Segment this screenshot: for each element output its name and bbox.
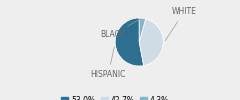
Wedge shape [139,19,163,66]
Text: WHITE: WHITE [165,8,197,41]
Text: HISPANIC: HISPANIC [91,47,126,79]
Legend: 53.0%, 42.7%, 4.3%: 53.0%, 42.7%, 4.3% [60,95,170,100]
Text: BLACK: BLACK [100,19,140,39]
Wedge shape [139,18,146,42]
Wedge shape [115,18,144,66]
